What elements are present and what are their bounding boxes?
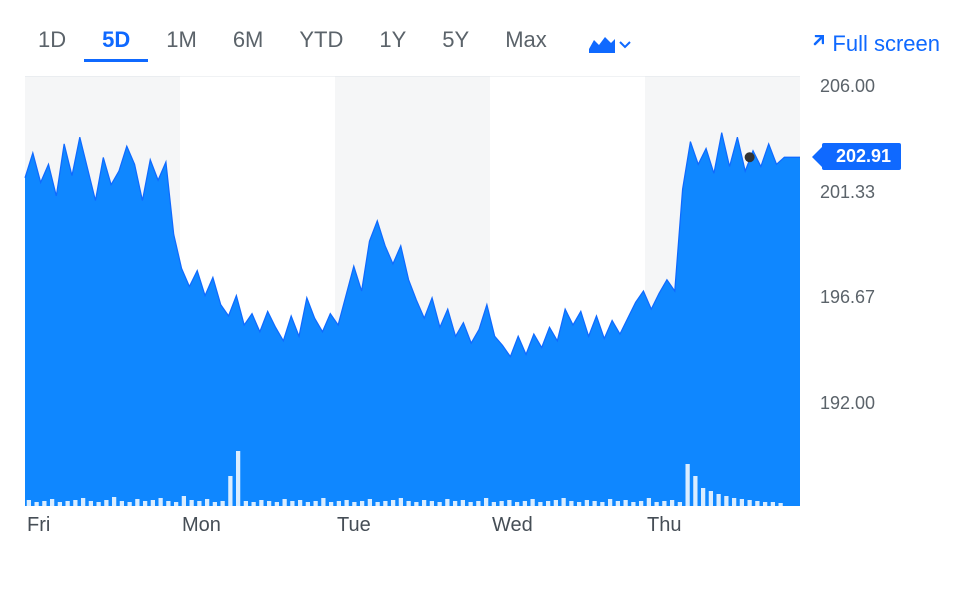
chevron-down-icon [619,36,631,52]
expand-icon [806,35,824,53]
range-tab-6m[interactable]: 6M [215,27,282,62]
chart-toolbar: 1D 5D 1M 6M YTD 1Y 5Y Max Full screen [20,24,940,64]
range-tab-1y[interactable]: 1Y [361,27,424,62]
range-tab-1m[interactable]: 1M [148,27,215,62]
fullscreen-label: Full screen [832,31,940,57]
range-tab-ytd[interactable]: YTD [281,27,361,62]
x-tick-label: Mon [182,514,221,537]
x-tick-label: Thu [647,514,681,537]
range-tab-max[interactable]: Max [487,27,565,62]
y-tick-label: 201.33 [820,182,875,203]
y-tick-label: 192.00 [820,393,875,414]
y-tick-label: 206.00 [820,76,875,97]
current-price-badge: 202.91 [822,143,901,170]
y-tick-label: 196.67 [820,287,875,308]
stock-chart-widget: 1D 5D 1M 6M YTD 1Y 5Y Max Full screen 20… [0,0,960,594]
x-tick-label: Tue [337,514,371,537]
chart-area[interactable]: 206.00 201.33 196.67 192.00 Fri Mon Tue Wed Thu… [20,76,940,546]
x-tick-label: Fri [27,514,50,537]
price-chart-svg [20,76,940,546]
x-tick-label: Wed [492,514,533,537]
range-tab-1d[interactable]: 1D [20,27,84,62]
fullscreen-button[interactable]: Full screen [806,31,940,57]
chart-type-button[interactable] [589,35,631,53]
range-tabs: 1D 5D 1M 6M YTD 1Y 5Y Max [20,27,565,62]
range-tab-5y[interactable]: 5Y [424,27,487,62]
range-tab-5d[interactable]: 5D [84,27,148,62]
area-chart-icon [589,35,615,53]
